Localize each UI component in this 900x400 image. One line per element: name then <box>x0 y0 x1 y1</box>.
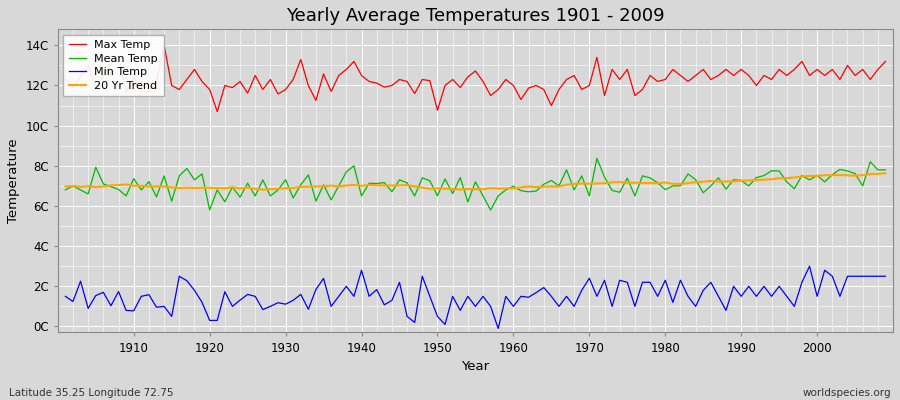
Max Temp <box>60 77 71 82</box>
Max Temp <box>880 59 891 64</box>
Mean Temp <box>121 194 131 198</box>
20 Yr Trend <box>295 184 306 189</box>
Min Temp <box>60 294 71 299</box>
Min Temp <box>493 326 504 331</box>
20 Yr Trend <box>516 185 526 190</box>
Mean Temp <box>60 188 71 192</box>
Mean Temp <box>880 168 891 172</box>
20 Yr Trend <box>607 180 617 185</box>
20 Yr Trend <box>121 182 131 187</box>
Legend: Max Temp, Mean Temp, Min Temp, 20 Yr Trend: Max Temp, Mean Temp, Min Temp, 20 Yr Tre… <box>63 35 164 96</box>
Line: 20 Yr Trend: 20 Yr Trend <box>66 173 886 190</box>
20 Yr Trend <box>880 171 891 176</box>
Text: worldspecies.org: worldspecies.org <box>803 388 891 398</box>
Min Temp <box>121 308 131 313</box>
Line: Max Temp: Max Temp <box>66 45 886 112</box>
Min Temp <box>607 304 617 309</box>
Min Temp <box>880 274 891 279</box>
Mean Temp <box>295 182 306 187</box>
20 Yr Trend <box>60 184 71 189</box>
Mean Temp <box>615 190 626 195</box>
20 Yr Trend <box>257 187 268 192</box>
Max Temp <box>348 59 359 64</box>
20 Yr Trend <box>508 186 518 191</box>
Mean Temp <box>508 184 518 189</box>
Min Temp <box>516 294 526 299</box>
Max Temp <box>212 109 222 114</box>
X-axis label: Year: Year <box>462 360 490 373</box>
Text: Latitude 35.25 Longitude 72.75: Latitude 35.25 Longitude 72.75 <box>9 388 174 398</box>
Min Temp <box>804 264 814 269</box>
Min Temp <box>508 304 518 309</box>
Line: Mean Temp: Mean Temp <box>66 158 886 210</box>
Min Temp <box>288 298 299 303</box>
Mean Temp <box>516 188 526 193</box>
Max Temp <box>615 77 626 82</box>
Line: Min Temp: Min Temp <box>66 266 886 328</box>
Title: Yearly Average Temperatures 1901 - 2009: Yearly Average Temperatures 1901 - 2009 <box>286 7 665 25</box>
Max Temp <box>523 86 534 90</box>
Min Temp <box>333 294 344 299</box>
20 Yr Trend <box>341 183 352 188</box>
Y-axis label: Temperature: Temperature <box>7 138 20 223</box>
Mean Temp <box>204 208 215 212</box>
Max Temp <box>158 43 169 48</box>
Max Temp <box>121 90 131 94</box>
Max Temp <box>303 83 314 88</box>
Max Temp <box>516 97 526 102</box>
Mean Temp <box>591 156 602 161</box>
Mean Temp <box>341 170 352 174</box>
